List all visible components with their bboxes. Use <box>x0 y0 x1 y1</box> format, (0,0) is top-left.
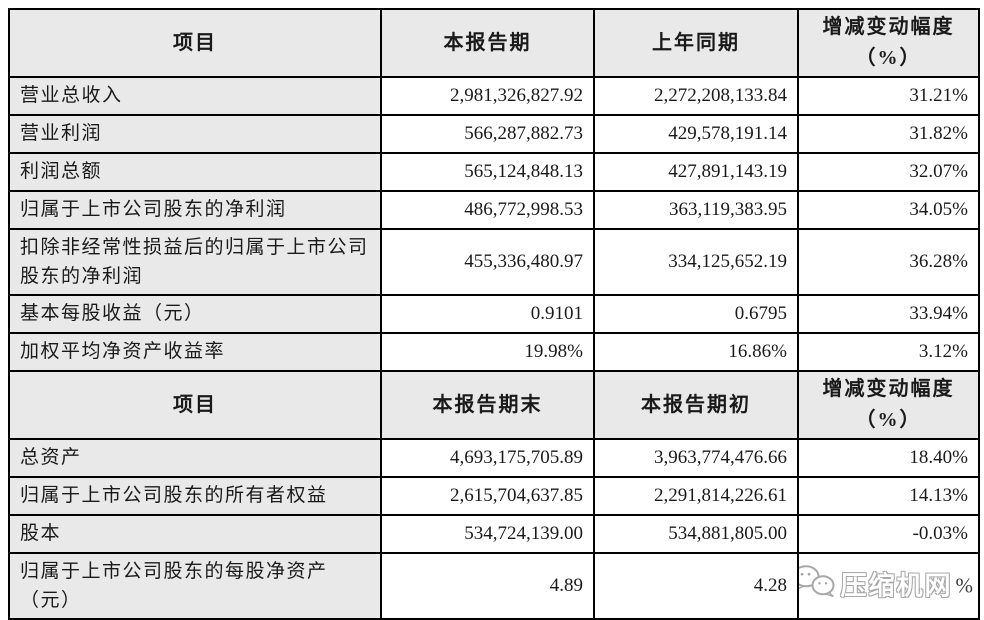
label-cell: 归属于上市公司股东的每股净资产（元） <box>8 552 382 620</box>
table-header-row: 项目 本报告期末 本报告期初 增减变动幅度 （%） <box>8 370 980 440</box>
prior-value-cell: 2,272,208,133.84 <box>593 76 799 116</box>
current-value-cell: 19.98% <box>380 332 595 372</box>
table-row: 利润总额 565,124,848.13 427,891,143.19 32.07… <box>8 152 980 192</box>
current-value-cell: 4.89 <box>380 552 595 620</box>
table-row: 归属于上市公司股东的每股净资产（元） 4.89 4.28 <box>8 552 980 620</box>
change-value-cell: 18.40% <box>797 438 980 478</box>
table-row: 营业利润 566,287,882.73 429,578,191.14 31.82… <box>8 114 980 154</box>
change-header-cell: 增减变动幅度 （%） <box>797 370 980 440</box>
change-value-cell: 压缩机网 % <box>797 552 980 620</box>
table-row: 总资产 4,693,175,705.89 3,963,774,476.66 18… <box>8 438 980 478</box>
prior-period-header-cell: 上年同期 <box>593 8 799 78</box>
label-cell: 股本 <box>8 514 382 554</box>
table-row: 归属于上市公司股东的净利润 486,772,998.53 363,119,383… <box>8 190 980 230</box>
prior-value-cell: 4.28 <box>593 552 799 620</box>
prior-value-cell: 334,125,652.19 <box>593 228 799 296</box>
current-value-cell: 0.9101 <box>380 294 595 334</box>
change-value-cell: 31.21% <box>797 76 980 116</box>
table-row: 股本 534,724,139.00 534,881,805.00 -0.03% <box>8 514 980 554</box>
prior-value-cell: 534,881,805.00 <box>593 514 799 554</box>
prior-value-cell: 16.86% <box>593 332 799 372</box>
percent-remnant: % <box>955 573 974 598</box>
prior-value-cell: 427,891,143.19 <box>593 152 799 192</box>
table-row: 基本每股收益（元） 0.9101 0.6795 33.94% <box>8 294 980 334</box>
change-value-cell: 14.13% <box>797 476 980 516</box>
prior-value-cell: 3,963,774,476.66 <box>593 438 799 478</box>
label-cell: 营业总收入 <box>8 76 382 116</box>
table-row: 营业总收入 2,981,326,827.92 2,272,208,133.84 … <box>8 76 980 116</box>
change-header-line1: 增减变动幅度 <box>822 16 955 38</box>
label-cell: 加权平均净资产收益率 <box>8 332 382 372</box>
current-value-cell: 2,615,704,637.85 <box>380 476 595 516</box>
change-header-line2: （%） <box>855 409 922 431</box>
current-value-cell: 534,724,139.00 <box>380 514 595 554</box>
table-header-row: 项目 本报告期 上年同期 增减变动幅度 （%） <box>8 8 980 78</box>
chat-bubbles-logo-icon <box>800 564 837 607</box>
label-cell: 营业利润 <box>8 114 382 154</box>
change-header-line2: （%） <box>855 47 922 69</box>
prior-value-cell: 429,578,191.14 <box>593 114 799 154</box>
label-cell: 归属于上市公司股东的净利润 <box>8 190 382 230</box>
prior-value-cell: 2,291,814,226.61 <box>593 476 799 516</box>
table-row: 扣除非经常性损益后的归属于上市公司股东的净利润 455,336,480.97 3… <box>8 228 980 296</box>
prior-value-cell: 0.6795 <box>593 294 799 334</box>
change-value-cell: 33.94% <box>797 294 980 334</box>
prior-value-cell: 363,119,383.95 <box>593 190 799 230</box>
change-value-cell: 32.07% <box>797 152 980 192</box>
label-cell: 总资产 <box>8 438 382 478</box>
item-header-cell: 项目 <box>8 370 382 440</box>
current-value-cell: 455,336,480.97 <box>380 228 595 296</box>
watermark-text: 压缩机网 <box>840 570 953 600</box>
current-value-cell: 565,124,848.13 <box>380 152 595 192</box>
watermark: 压缩机网 % <box>800 564 974 607</box>
period-start-header-cell: 本报告期初 <box>593 370 799 440</box>
table-row: 加权平均净资产收益率 19.98% 16.86% 3.12% <box>8 332 980 372</box>
period-end-header-cell: 本报告期末 <box>380 370 595 440</box>
change-value-cell: 3.12% <box>797 332 980 372</box>
label-cell: 基本每股收益（元） <box>8 294 382 334</box>
label-cell: 利润总额 <box>8 152 382 192</box>
change-value-cell: -0.03% <box>797 514 980 554</box>
current-value-cell: 4,693,175,705.89 <box>380 438 595 478</box>
change-header-cell: 增减变动幅度 （%） <box>797 8 980 78</box>
change-value-cell: 36.28% <box>797 228 980 296</box>
current-period-header-cell: 本报告期 <box>380 8 595 78</box>
change-value-cell: 31.82% <box>797 114 980 154</box>
label-cell: 扣除非经常性损益后的归属于上市公司股东的净利润 <box>8 228 382 296</box>
current-value-cell: 566,287,882.73 <box>380 114 595 154</box>
table-row: 归属于上市公司股东的所有者权益 2,615,704,637.85 2,291,8… <box>8 476 980 516</box>
current-value-cell: 486,772,998.53 <box>380 190 595 230</box>
financial-summary-table: 项目 本报告期 上年同期 增减变动幅度 （%） 营业总收入 2,981,326,… <box>8 8 980 620</box>
item-header-cell: 项目 <box>8 8 382 78</box>
change-value-cell: 34.05% <box>797 190 980 230</box>
label-cell: 归属于上市公司股东的所有者权益 <box>8 476 382 516</box>
current-value-cell: 2,981,326,827.92 <box>380 76 595 116</box>
change-header-line1: 增减变动幅度 <box>822 378 955 400</box>
